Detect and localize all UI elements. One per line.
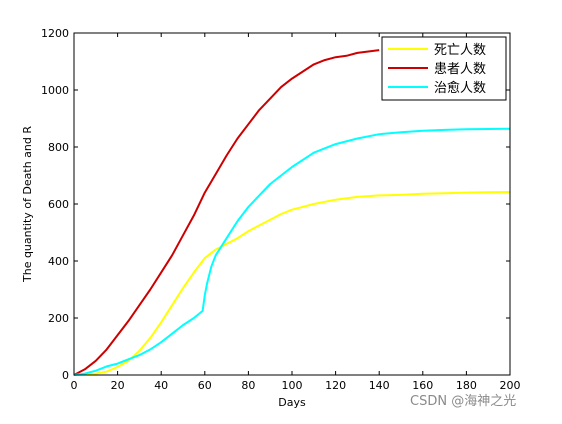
x-tick-label: 100 — [282, 379, 303, 392]
x-tick-label: 200 — [500, 379, 521, 392]
legend-label-3: 治愈人数 — [434, 81, 486, 96]
series-line-3 — [73, 127, 511, 376]
x-tick-label: 80 — [241, 379, 255, 392]
x-tick-label: 20 — [111, 379, 125, 392]
series-line-2 — [73, 49, 380, 376]
legend-label-1: 死亡人数 — [434, 43, 486, 58]
y-tick-label: 200 — [48, 312, 69, 325]
watermark: CSDN @海神之光 — [410, 394, 516, 409]
series-line-1 — [73, 191, 511, 376]
x-tick-label: 60 — [198, 379, 212, 392]
y-tick-label: 1000 — [41, 84, 69, 97]
y-tick-label: 800 — [48, 141, 69, 154]
legend-label-2: 患者人数 — [434, 62, 486, 77]
y-axis-label: The quantity of Death and R — [21, 126, 34, 283]
x-tick-label: 120 — [325, 379, 346, 392]
x-tick-label: 40 — [154, 379, 168, 392]
y-tick-label: 600 — [48, 198, 69, 211]
x-tick-label: 0 — [71, 379, 78, 392]
x-tick-label: 140 — [369, 379, 390, 392]
x-axis-label: Days — [278, 396, 306, 409]
y-ticks: 0 200 400 600 800 1000 1200 — [41, 27, 510, 382]
y-tick-label: 400 — [48, 255, 69, 268]
x-tick-label: 160 — [412, 379, 433, 392]
x-ticks: 0 20 40 60 80 100 120 140 160 180 200 — [71, 33, 521, 392]
y-tick-label: 0 — [62, 369, 69, 382]
y-tick-label: 1200 — [41, 27, 69, 40]
series-layer — [73, 49, 511, 376]
x-tick-label: 180 — [456, 379, 477, 392]
